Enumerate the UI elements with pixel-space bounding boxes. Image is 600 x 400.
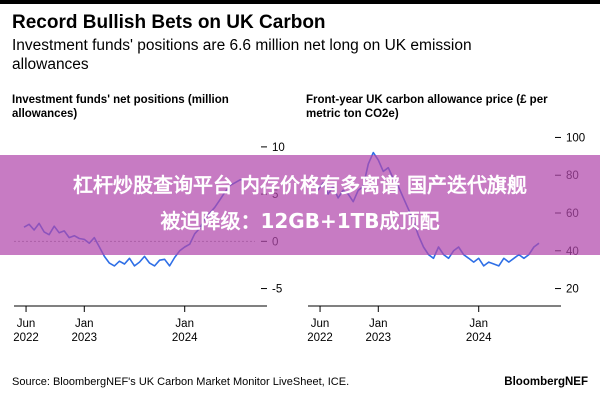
left-x-tick-label-month: Jan — [75, 318, 94, 330]
right-x-tick-label-month: Jan — [469, 318, 488, 330]
promo-overlay-banner: 杠杆炒股查询平台 内存价格有多离谱 国产迭代旗舰 被迫降级：12GB+1TB成顶… — [0, 155, 600, 255]
right-y-tick-label: 20 — [566, 284, 579, 296]
source-note: Source: BloombergNEF's UK Carbon Market … — [12, 376, 350, 388]
overlay-text-line-2: 被迫降级：12GB+1TB成顶配 — [160, 209, 440, 233]
left-x-tick-label-year: 2024 — [172, 332, 198, 344]
left-y-tick-label: -5 — [272, 284, 282, 296]
brand-logo-text: BloombergNEF — [504, 376, 588, 388]
right-x-tick-label-year: 2023 — [365, 332, 391, 344]
right-y-tick-label: 100 — [566, 132, 585, 144]
overlay-text-line-1: 杠杆炒股查询平台 内存价格有多离谱 国产迭代旗舰 — [73, 173, 527, 197]
left-x-tick-label-year: 2022 — [13, 332, 39, 344]
chart-subtitle: Investment funds' positions are 6.6 mill… — [12, 37, 472, 73]
right-x-tick-label-month: Jun — [311, 318, 330, 330]
left-panel-title: Investment funds' net positions (million… — [12, 94, 229, 120]
right-x-tick-label-month: Jan — [369, 318, 388, 330]
chart-title: Record Bullish Bets on UK Carbon — [12, 12, 326, 33]
left-y-tick-label: 10 — [272, 142, 285, 154]
top-rule — [0, 0, 600, 4]
left-x-tick-label-year: 2023 — [71, 332, 97, 344]
right-x-tick-label-year: 2022 — [307, 332, 333, 344]
right-panel-title: Front-year UK carbon allowance price (£ … — [306, 94, 548, 120]
left-x-tick-label-month: Jun — [17, 318, 36, 330]
left-x-tick-label-month: Jan — [175, 318, 194, 330]
right-x-tick-label-year: 2024 — [466, 332, 492, 344]
